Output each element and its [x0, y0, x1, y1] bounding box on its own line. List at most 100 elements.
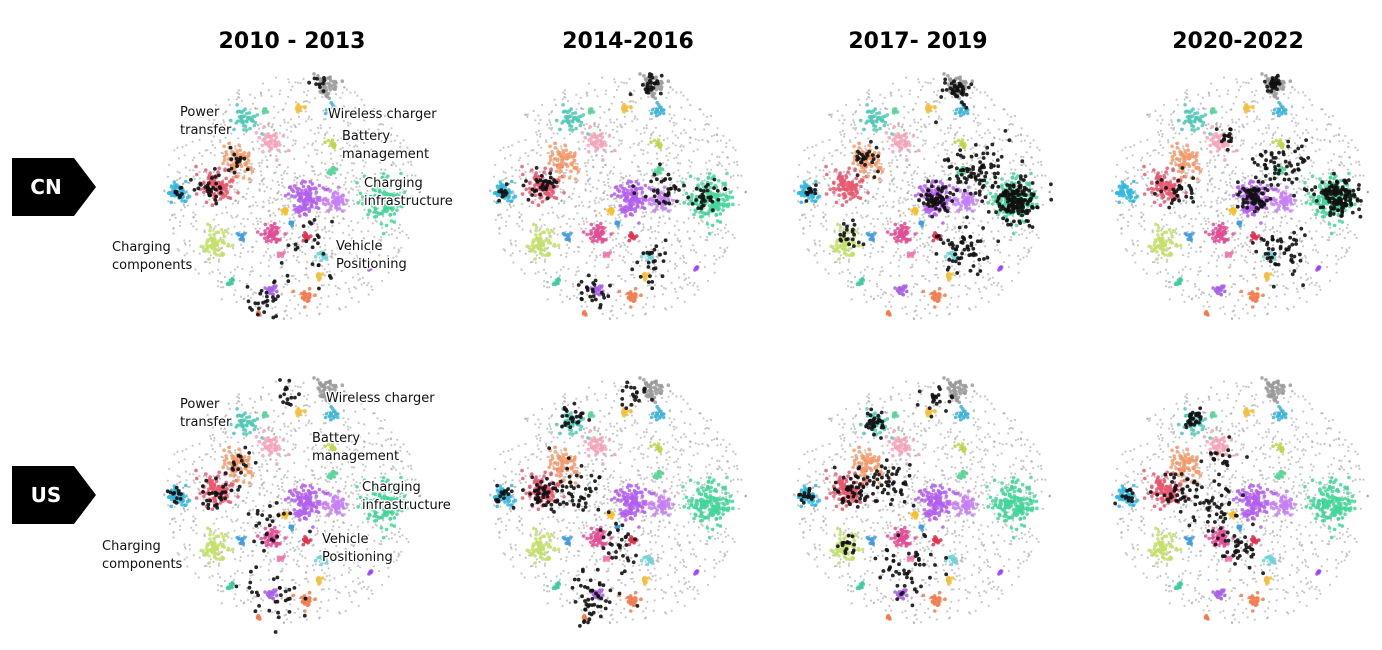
activity-point — [647, 252, 652, 256]
background-point — [585, 261, 588, 264]
background-point — [716, 227, 719, 230]
background-point — [181, 145, 184, 149]
background-point — [259, 122, 262, 125]
background-point — [203, 231, 206, 234]
background-point — [554, 103, 558, 107]
background-point — [599, 197, 602, 200]
cluster-point-c-purple — [306, 193, 311, 198]
background-point — [269, 254, 272, 257]
background-point — [347, 224, 350, 227]
background-point — [251, 293, 255, 296]
background-point — [657, 221, 661, 224]
activity-point — [286, 243, 291, 248]
background-point — [955, 230, 958, 234]
background-point — [250, 162, 253, 166]
background-point — [366, 249, 370, 252]
background-point — [543, 223, 546, 226]
background-point — [256, 220, 259, 223]
background-point — [275, 166, 279, 169]
background-point — [684, 277, 688, 280]
cluster-point-c-orange — [227, 141, 232, 146]
cluster-point-c-teal-low — [555, 280, 559, 285]
background-point — [540, 225, 543, 228]
cluster-point-c-pink-top — [583, 135, 587, 140]
background-point — [586, 179, 590, 182]
background-point — [588, 200, 591, 203]
cluster-point-c-pink-top — [594, 139, 598, 144]
background-point — [251, 147, 255, 150]
background-point — [847, 258, 851, 261]
cluster-point-c-cyan-top — [656, 103, 661, 107]
background-point — [326, 305, 329, 308]
background-point — [618, 242, 621, 245]
background-point — [1007, 265, 1011, 269]
background-point — [219, 236, 222, 240]
background-point — [183, 206, 187, 209]
background-point — [538, 135, 542, 138]
background-point — [913, 186, 916, 189]
cluster-point-c-purple — [286, 192, 291, 196]
background-point — [711, 231, 714, 234]
cluster-point-c-magenta — [589, 231, 593, 236]
background-point — [360, 283, 363, 286]
background-point — [570, 197, 573, 200]
background-point — [202, 205, 205, 208]
cluster-point-c-orange — [548, 158, 553, 162]
background-point — [623, 81, 626, 84]
background-point — [531, 260, 534, 263]
cluster-point-c-green — [376, 212, 381, 216]
background-point — [319, 303, 322, 306]
background-point — [294, 139, 297, 142]
cluster-point-c-red — [220, 180, 225, 184]
background-point — [350, 237, 353, 240]
background-point — [382, 215, 385, 218]
background-point — [173, 213, 176, 216]
background-point — [348, 290, 351, 293]
background-point — [292, 216, 295, 219]
background-point — [568, 195, 571, 198]
background-point — [278, 207, 281, 210]
background-point — [546, 298, 549, 301]
cluster-point-c-yellowgreen — [323, 140, 327, 145]
background-point — [966, 138, 970, 142]
background-point — [401, 230, 404, 233]
background-point — [901, 201, 904, 204]
background-point — [1031, 187, 1034, 191]
background-point — [341, 146, 344, 149]
background-point — [827, 272, 830, 275]
background-point — [903, 116, 906, 119]
background-point — [685, 262, 688, 265]
background-point — [238, 171, 241, 175]
background-point — [836, 149, 839, 152]
activity-point — [322, 76, 326, 80]
background-point — [390, 155, 393, 158]
cluster-point-c-yellow — [622, 103, 627, 108]
background-point — [289, 118, 293, 121]
background-point — [537, 122, 541, 125]
cluster-point-c-magenta — [272, 236, 276, 241]
activity-point — [548, 171, 553, 176]
cluster-point-c-magenta — [581, 230, 586, 234]
cluster-point-c-pink-top — [612, 148, 617, 153]
background-point — [607, 184, 610, 188]
background-point — [252, 204, 255, 207]
background-point — [892, 82, 895, 85]
background-point — [721, 151, 724, 154]
background-point — [336, 138, 340, 142]
background-point — [910, 193, 913, 197]
background-point — [612, 246, 615, 249]
background-point — [222, 286, 225, 289]
background-point — [330, 157, 333, 160]
background-point — [605, 266, 608, 269]
cluster-point-c-pink-top — [275, 158, 279, 162]
background-point — [692, 216, 696, 220]
background-point — [656, 157, 659, 160]
activity-point — [580, 297, 584, 302]
background-point — [328, 283, 331, 287]
background-point — [617, 213, 620, 216]
activity-point — [317, 286, 321, 291]
background-point — [646, 151, 649, 154]
background-point — [303, 146, 306, 149]
background-point — [731, 233, 734, 236]
background-point — [580, 227, 583, 230]
